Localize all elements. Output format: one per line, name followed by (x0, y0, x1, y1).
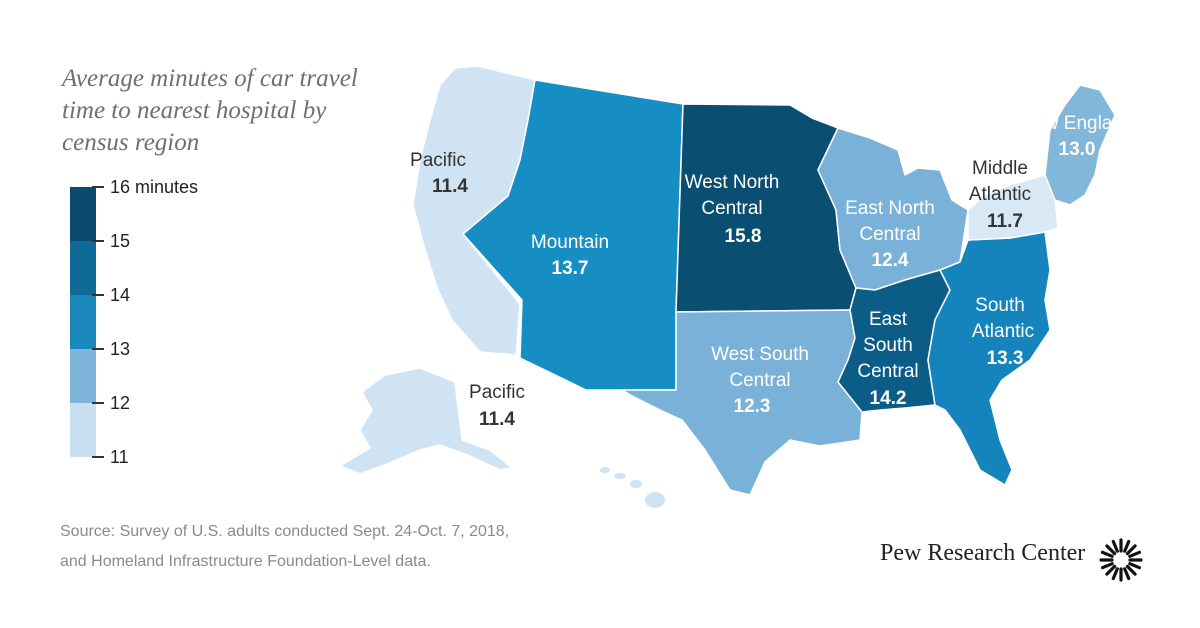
legend-label-13: 13 (110, 339, 131, 359)
label-pacific-name: Pacific (410, 150, 466, 171)
source-line-2: and Homeland Infrastructure Foundation-L… (60, 553, 431, 570)
region-south-atlantic (927, 231, 1051, 486)
region-middle-atlantic (967, 174, 1059, 241)
label-esc-name-1: East (869, 309, 908, 330)
label-ma-name-2: Atlantic (969, 184, 1031, 205)
source-line-1: Source: Survey of U.S. adults conducted … (60, 523, 510, 540)
label-wnc-value: 15.8 (725, 226, 762, 247)
label-ma-name-1: Middle (972, 158, 1028, 179)
label-enc-name-2: Central (859, 224, 920, 245)
label-mountain-value: 13.7 (552, 258, 589, 279)
label-alaska-value: 11.4 (479, 409, 515, 430)
label-esc-name-3: Central (857, 361, 918, 382)
label-alaska-name: Pacific (469, 382, 525, 403)
label-ne-value: 13.0 (1059, 139, 1096, 160)
label-ma-value: 11.7 (987, 211, 1023, 232)
legend-tick (92, 294, 104, 296)
label-sa-value: 13.3 (987, 348, 1024, 369)
legend-tick (92, 456, 104, 458)
label-esc-name-2: South (863, 335, 913, 356)
label-wsc-value: 12.3 (734, 396, 771, 417)
legend-label-15: 15 (110, 231, 131, 251)
region-new-england (1044, 84, 1116, 206)
label-enc-name-1: East North (845, 198, 935, 219)
legend-swatch-11-12 (70, 403, 96, 457)
legend-swatch-12-13 (70, 349, 96, 403)
legend-label-14: 14 (110, 285, 131, 305)
legend-swatch-14-15 (70, 241, 96, 295)
legend-label-16: 16 minutes (110, 177, 199, 197)
label-pacific-value: 11.4 (432, 176, 468, 197)
brand-wordmark: Pew Research Center (880, 540, 1086, 566)
pew-sunburst-logo-icon (1099, 538, 1143, 582)
legend-swatch-13-14 (70, 295, 96, 349)
label-esc-value: 14.2 (870, 388, 907, 409)
source-note: Source: Survey of U.S. adults conducted … (60, 517, 509, 577)
label-wsc-name-2: Central (729, 370, 790, 391)
legend-tick (92, 186, 104, 188)
map-title: Average minutes of car travel time to ne… (62, 65, 358, 156)
color-legend: 16 minutes 15 14 13 12 11 (60, 175, 260, 467)
label-mountain-name: Mountain (531, 232, 609, 253)
label-wnc-name-2: Central (701, 198, 762, 219)
legend-label-12: 12 (110, 393, 131, 413)
region-pacific-hawaii (600, 467, 665, 508)
legend-label-11: 11 (110, 447, 129, 467)
label-sa-name-1: South (975, 295, 1025, 316)
region-pacific-alaska (339, 367, 513, 475)
legend-tick (92, 240, 104, 242)
label-wsc-name-1: West South (711, 344, 809, 365)
label-ne-name: New England (1020, 113, 1133, 134)
legend-tick (92, 402, 104, 404)
legend-tick (92, 348, 104, 350)
label-sa-name-2: Atlantic (972, 321, 1034, 342)
legend-swatch-15-16 (70, 187, 96, 241)
label-wnc-name-1: West North (685, 172, 780, 193)
label-enc-value: 12.4 (872, 250, 909, 271)
